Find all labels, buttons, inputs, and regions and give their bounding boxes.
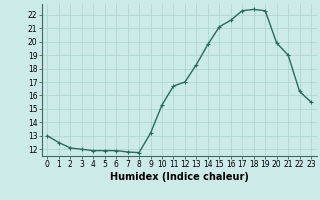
X-axis label: Humidex (Indice chaleur): Humidex (Indice chaleur) xyxy=(110,172,249,182)
